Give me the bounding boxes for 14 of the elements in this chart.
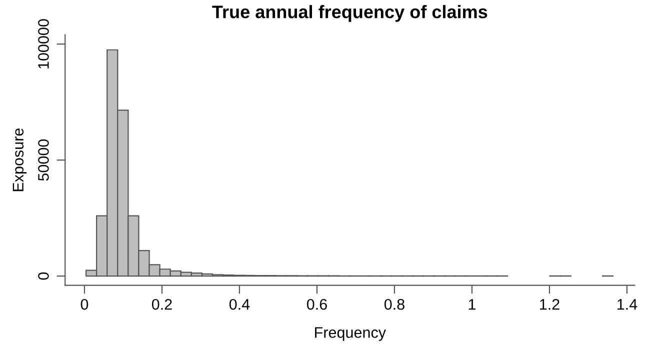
y-tick-label: 50000: [38, 139, 49, 181]
x-tick-label: 0.8: [384, 298, 404, 310]
x-tick-label: 0.4: [229, 298, 250, 310]
x-tick-label: 0.2: [152, 298, 172, 310]
x-tick-label: 1.2: [540, 298, 560, 310]
x-axis-title: Frequency: [315, 327, 386, 341]
x-tick-label: 0: [80, 298, 88, 310]
x-tick-label: 1: [468, 299, 476, 310]
chart-title: True annual frequency of claims: [212, 5, 488, 22]
x-tick-label: 1.4: [618, 299, 638, 310]
x-tick-label: 0.6: [306, 298, 327, 310]
y-tick-label: 100000: [38, 19, 49, 68]
y-tick-label: 0: [38, 272, 49, 280]
y-axis-title: Exposure: [12, 128, 27, 192]
